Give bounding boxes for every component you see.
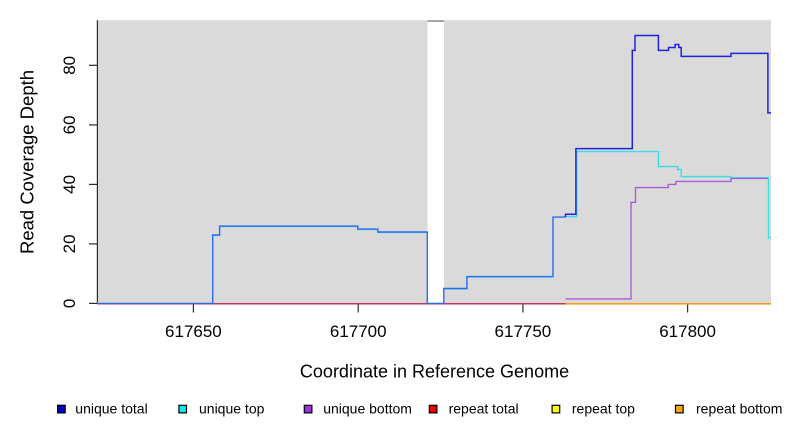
svg-text:617800: 617800 — [659, 322, 716, 341]
svg-text:unique total: unique total — [75, 400, 147, 416]
svg-text:unique top: unique top — [199, 400, 265, 416]
svg-text:0: 0 — [60, 299, 79, 308]
svg-text:Read Coverage Depth: Read Coverage Depth — [17, 70, 38, 254]
svg-text:40: 40 — [60, 175, 79, 194]
svg-text:617650: 617650 — [165, 322, 222, 341]
svg-text:20: 20 — [60, 234, 79, 253]
svg-text:repeat top: repeat top — [572, 400, 635, 416]
svg-text:60: 60 — [60, 115, 79, 134]
svg-text:617700: 617700 — [330, 322, 387, 341]
svg-text:617750: 617750 — [495, 322, 552, 341]
svg-text:repeat bottom: repeat bottom — [696, 400, 782, 416]
svg-text:repeat total: repeat total — [449, 400, 519, 416]
svg-text:Coordinate in Reference Genome: Coordinate in Reference Genome — [300, 362, 569, 382]
svg-text:unique bottom: unique bottom — [323, 400, 412, 416]
svg-text:80: 80 — [60, 56, 79, 75]
